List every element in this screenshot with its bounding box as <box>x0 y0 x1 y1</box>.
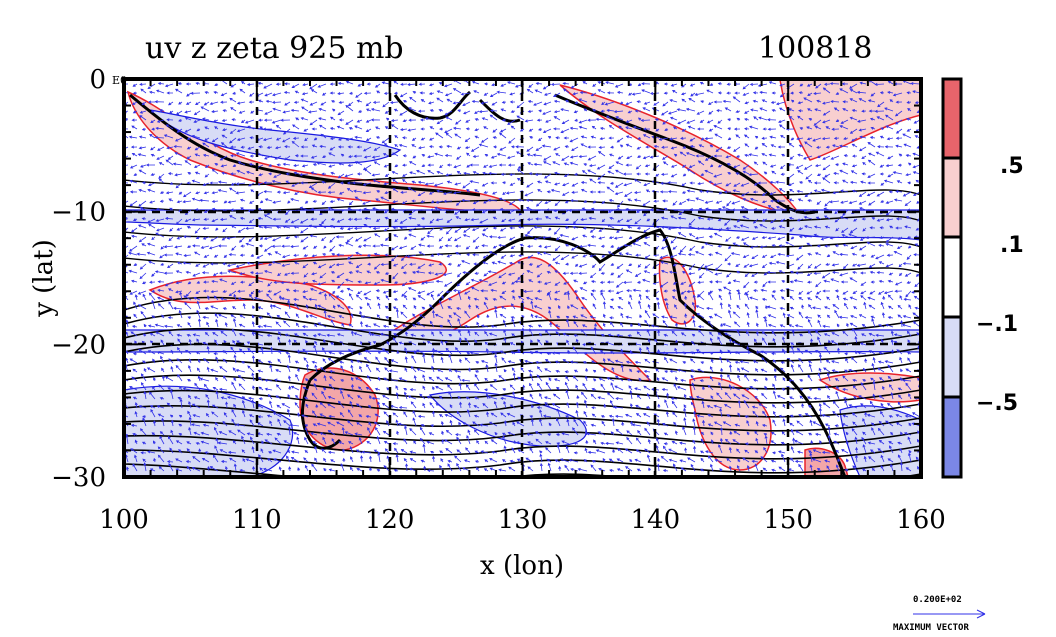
vorticity-negative-region <box>124 385 294 477</box>
height-contour <box>124 312 921 348</box>
x-tick-label: 100 <box>99 505 149 535</box>
x-axis-label: x (lon) <box>480 551 564 581</box>
x-tick-label: 120 <box>365 505 415 535</box>
colorbar-segment <box>943 237 961 317</box>
coastline <box>393 90 521 123</box>
max-vector-legend: 0.200E+02 MAXIMUM VECTOR <box>893 595 986 633</box>
height-contour <box>124 343 921 376</box>
x-tick-label: 140 <box>631 505 681 535</box>
height-contour <box>124 389 921 418</box>
vorticity-positive-region <box>227 254 447 286</box>
vorticity-field <box>124 79 921 477</box>
x-tick-label: 160 <box>896 505 946 535</box>
height-contour <box>124 374 921 404</box>
colorbar-label: −.1 <box>976 312 1018 337</box>
height-contour <box>124 199 921 222</box>
colorbar-segment <box>943 317 961 397</box>
height-contour <box>124 327 921 362</box>
y-axis-ticks: 0 −10 −20 −30 <box>51 65 106 493</box>
dashed-grid <box>124 79 921 477</box>
plot-title: uv z zeta 925 mb <box>145 31 404 66</box>
colorbar-segment <box>943 79 961 158</box>
y-axis-label: y (lat) <box>29 239 59 318</box>
colorbar-label: −.5 <box>976 391 1018 416</box>
x-tick-label: 110 <box>232 505 282 535</box>
height-contour <box>124 358 921 390</box>
max-vector-label: MAXIMUM VECTOR <box>893 623 969 633</box>
vorticity-negative-region <box>148 109 402 164</box>
x-tick-label: 130 <box>498 505 548 535</box>
colorbar: .5 .1 −.1 −.5 <box>941 77 1024 479</box>
y-tick-label: −10 <box>51 198 106 228</box>
height-contour <box>124 296 921 334</box>
y-tick-label: 0 <box>89 65 106 95</box>
colorbar-label: .5 <box>1000 154 1024 179</box>
max-vector-value: 0.200E+02 <box>913 595 962 605</box>
geopotential-height-contours <box>124 173 921 477</box>
y-tick-label: −30 <box>51 463 106 493</box>
frame-minor-ticks <box>123 78 922 478</box>
height-contour <box>124 434 921 460</box>
y-tick-label: −20 <box>51 330 106 360</box>
x-axis-ticks: 100 110 120 130 140 150 160 <box>99 505 946 535</box>
height-contour <box>124 405 921 432</box>
height-contour <box>124 251 921 274</box>
x-tick-label: 150 <box>763 505 813 535</box>
coastline <box>300 379 342 450</box>
height-contour <box>124 463 921 477</box>
colorbar-label: .1 <box>1000 233 1024 258</box>
colorbar-segment <box>943 397 961 477</box>
height-contour <box>124 225 921 248</box>
coastline <box>129 93 481 197</box>
plot-date: 100818 <box>758 31 873 66</box>
height-contour <box>124 449 921 474</box>
colorbar-frame <box>941 77 963 479</box>
colorbar-segment <box>943 158 961 237</box>
height-contour <box>124 420 921 446</box>
plot-area: E0 <box>112 74 923 479</box>
